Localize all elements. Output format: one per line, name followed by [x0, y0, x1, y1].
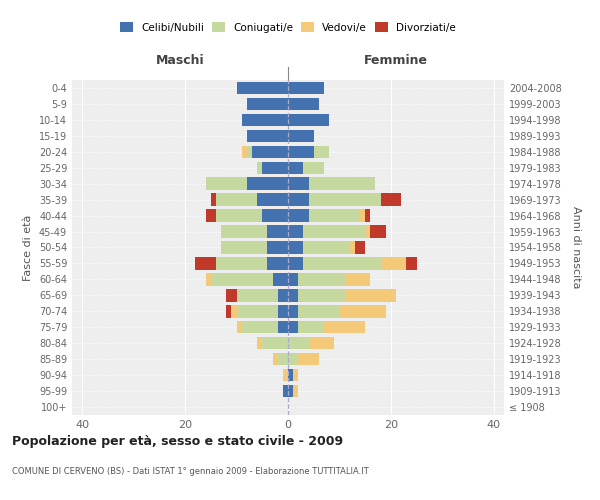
Bar: [268, 226, 288, 238]
Bar: [380, 257, 406, 270]
Bar: [288, 337, 308, 349]
Bar: [206, 178, 247, 190]
Bar: [308, 337, 334, 349]
Bar: [232, 305, 236, 318]
Bar: [288, 353, 298, 366]
Bar: [288, 98, 319, 110]
Bar: [262, 162, 288, 174]
Bar: [236, 82, 288, 94]
Bar: [262, 210, 288, 222]
Bar: [298, 289, 344, 302]
Bar: [365, 210, 370, 222]
Bar: [226, 289, 236, 302]
Text: Femmine: Femmine: [364, 54, 428, 67]
Bar: [288, 226, 304, 238]
Bar: [216, 194, 257, 206]
Bar: [304, 242, 350, 254]
Bar: [355, 242, 365, 254]
Bar: [288, 385, 293, 398]
Bar: [206, 210, 216, 222]
Bar: [288, 242, 304, 254]
Bar: [268, 257, 288, 270]
Bar: [288, 210, 308, 222]
Bar: [344, 273, 370, 285]
Bar: [242, 321, 278, 334]
Bar: [268, 242, 288, 254]
Bar: [278, 353, 288, 366]
Bar: [211, 194, 216, 206]
Bar: [288, 146, 314, 158]
Bar: [298, 321, 324, 334]
Bar: [288, 289, 298, 302]
Bar: [298, 353, 319, 366]
Bar: [406, 257, 416, 270]
Bar: [257, 337, 262, 349]
Bar: [288, 194, 308, 206]
Bar: [221, 242, 268, 254]
Bar: [288, 82, 324, 94]
Bar: [288, 162, 304, 174]
Bar: [350, 242, 355, 254]
Bar: [308, 210, 360, 222]
Bar: [288, 369, 293, 382]
Bar: [288, 114, 329, 126]
Bar: [236, 321, 242, 334]
Bar: [288, 130, 314, 142]
Bar: [257, 162, 262, 174]
Bar: [247, 98, 288, 110]
Text: Popolazione per età, sesso e stato civile - 2009: Popolazione per età, sesso e stato civil…: [12, 435, 343, 448]
Bar: [304, 226, 365, 238]
Bar: [278, 321, 288, 334]
Bar: [298, 305, 340, 318]
Bar: [304, 257, 380, 270]
Bar: [196, 257, 216, 270]
Bar: [293, 385, 298, 398]
Bar: [288, 257, 304, 270]
Bar: [236, 305, 278, 318]
Bar: [211, 273, 272, 285]
Bar: [257, 194, 288, 206]
Bar: [288, 273, 298, 285]
Text: COMUNE DI CERVENO (BS) - Dati ISTAT 1° gennaio 2009 - Elaborazione TUTTITALIA.IT: COMUNE DI CERVENO (BS) - Dati ISTAT 1° g…: [12, 468, 369, 476]
Y-axis label: Anni di nascita: Anni di nascita: [571, 206, 581, 288]
Bar: [360, 210, 365, 222]
Bar: [283, 369, 288, 382]
Bar: [226, 305, 232, 318]
Bar: [272, 353, 278, 366]
Bar: [278, 289, 288, 302]
Bar: [344, 289, 396, 302]
Bar: [304, 162, 324, 174]
Bar: [262, 337, 288, 349]
Bar: [206, 273, 211, 285]
Bar: [365, 226, 370, 238]
Bar: [298, 273, 344, 285]
Bar: [283, 385, 288, 398]
Bar: [380, 194, 401, 206]
Y-axis label: Fasce di età: Fasce di età: [23, 214, 33, 280]
Bar: [221, 226, 268, 238]
Bar: [293, 369, 298, 382]
Bar: [370, 226, 386, 238]
Bar: [216, 210, 262, 222]
Bar: [324, 321, 365, 334]
Bar: [288, 321, 298, 334]
Bar: [247, 178, 288, 190]
Bar: [252, 146, 288, 158]
Bar: [247, 146, 252, 158]
Bar: [242, 146, 247, 158]
Bar: [216, 257, 268, 270]
Bar: [278, 305, 288, 318]
Bar: [308, 194, 380, 206]
Bar: [314, 146, 329, 158]
Legend: Celibi/Nubili, Coniugati/e, Vedovi/e, Divorziati/e: Celibi/Nubili, Coniugati/e, Vedovi/e, Di…: [116, 18, 460, 37]
Bar: [308, 178, 376, 190]
Bar: [236, 289, 278, 302]
Text: Maschi: Maschi: [155, 54, 205, 67]
Bar: [247, 130, 288, 142]
Bar: [288, 178, 308, 190]
Bar: [340, 305, 386, 318]
Bar: [242, 114, 288, 126]
Bar: [288, 305, 298, 318]
Bar: [272, 273, 288, 285]
